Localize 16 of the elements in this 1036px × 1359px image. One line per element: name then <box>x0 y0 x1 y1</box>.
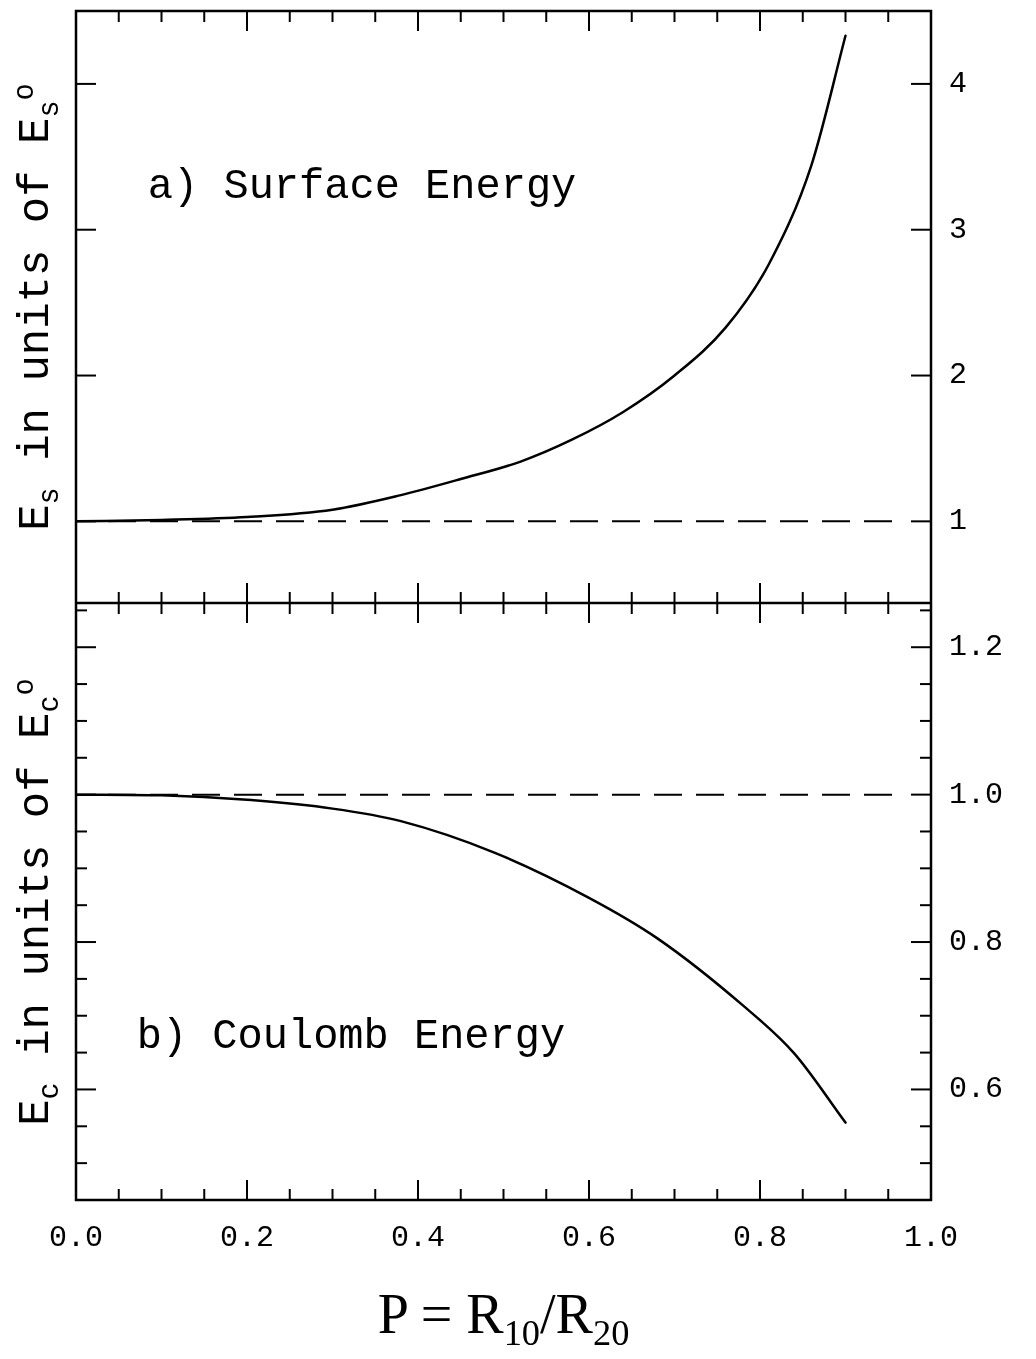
y-tick-label: 1.0 <box>949 777 1004 812</box>
annotation: a) Surface Energy <box>147 162 577 211</box>
y-tick-label: 0.8 <box>949 924 1004 959</box>
y-tick-label: 1.2 <box>949 630 1004 665</box>
x-tick-label: 0.8 <box>732 1220 788 1255</box>
annotation: b) Coulomb Energy <box>136 1013 566 1062</box>
x-axis-title: P = R$_{10}$/R$_{20}$ <box>377 1282 630 1355</box>
y-tick-label: 2 <box>949 358 968 393</box>
y-tick-label: 4 <box>949 66 968 101</box>
y-tick-label: 1 <box>949 504 968 539</box>
x-tick-label: 0.4 <box>390 1220 446 1255</box>
y-tick-label: 3 <box>949 212 968 247</box>
y-tick-label: 0.6 <box>949 1072 1004 1107</box>
x-tick-label: 0.6 <box>561 1220 617 1255</box>
x-tick-label: 0.2 <box>219 1220 275 1255</box>
x-tick-label: 0.0 <box>48 1220 104 1255</box>
